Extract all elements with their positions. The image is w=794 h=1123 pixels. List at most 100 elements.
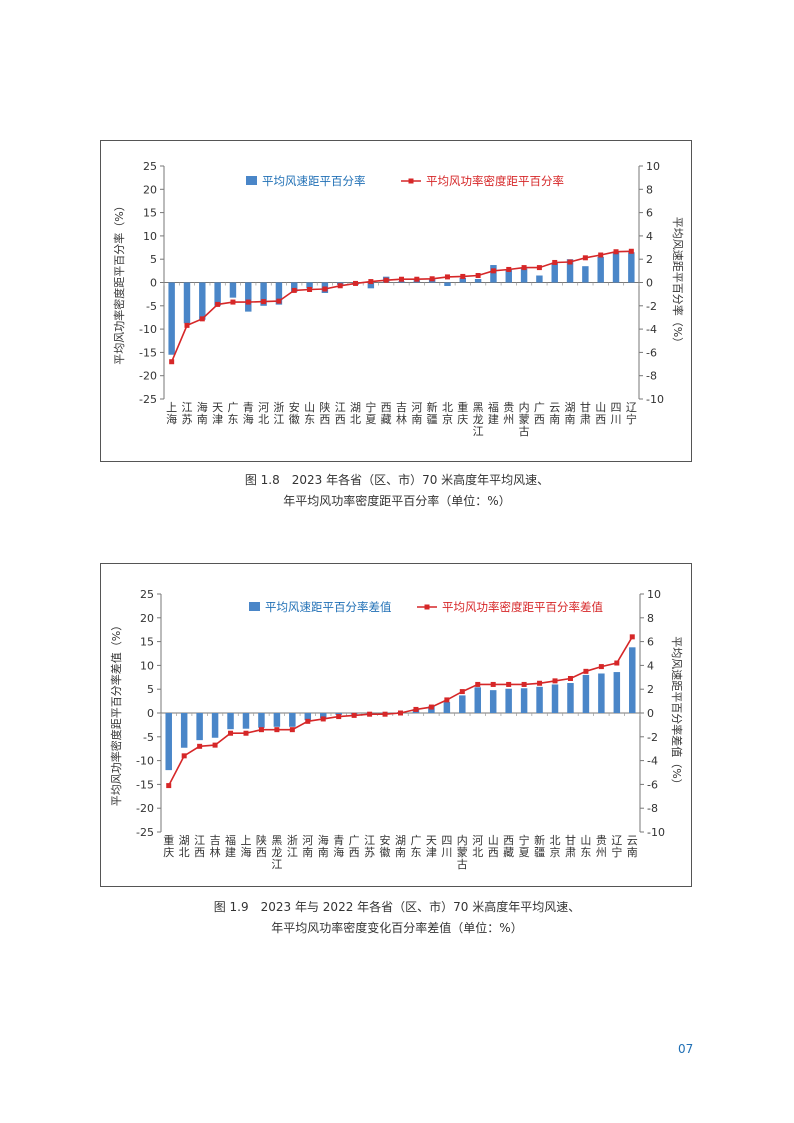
chart-1-category-label: 四川 xyxy=(611,401,622,426)
chart-1-bar xyxy=(582,266,589,283)
chart-2-category-label: 山东 xyxy=(580,834,591,859)
chart-1-line-point xyxy=(536,265,542,271)
chart-1-right-tick-label: -8 xyxy=(646,370,657,383)
chart-2-line-point xyxy=(289,727,295,733)
chart-2-bar xyxy=(428,706,435,713)
chart-1-line-point xyxy=(245,299,251,305)
chart-2-left-axis-title: 平均风功率密度距平百分率差值（%） xyxy=(109,620,123,806)
chart-2-bar xyxy=(289,713,296,727)
chart-1-line-point xyxy=(444,274,450,280)
chart-1-bar xyxy=(398,281,405,283)
chart-1-line-point xyxy=(521,265,527,271)
chart-1-line-point xyxy=(399,276,404,282)
chart-1-bar xyxy=(229,282,237,298)
chart-2-category-label: 甘肃 xyxy=(565,834,576,859)
chart-2-right-tick-label: 4 xyxy=(647,659,654,672)
chart-2-category-label: 贵州 xyxy=(596,834,607,859)
chart-2-left-tick-label: -20 xyxy=(136,802,154,815)
chart-1-line-point xyxy=(215,301,221,307)
chart-2-category-label: 海南 xyxy=(318,833,329,859)
chart-1-category-label: 陕西 xyxy=(319,400,330,426)
chart-1-line-point xyxy=(368,279,374,285)
chart-1-bar xyxy=(168,282,175,355)
chart-2-left-tick-label: -25 xyxy=(136,826,154,839)
chart-1-bar xyxy=(367,282,375,289)
chart-2-left-tick-label: 15 xyxy=(140,636,154,649)
chart-2-right-tick-label: -4 xyxy=(647,755,658,768)
chart-1-svg: -25-20-15-10-50510152025-10-8-6-4-202468… xyxy=(112,160,685,438)
chart-2-line-point xyxy=(336,714,342,720)
chart-2-line-point xyxy=(212,742,218,748)
chart-1-bar xyxy=(536,275,543,283)
chart-2-bar xyxy=(551,684,559,713)
chart-2-bar xyxy=(335,713,342,715)
chart-1-legend-line-label: 平均风功率密度距平百分率 xyxy=(426,174,564,188)
chart-1-category-label: 福建 xyxy=(488,400,499,426)
chart-2-category-label: 云南 xyxy=(627,834,638,859)
chart-1-line-point xyxy=(414,276,420,282)
chart-1-right-tick-label: 10 xyxy=(646,160,660,173)
chart-1-left-tick-label: -10 xyxy=(139,323,157,336)
chart-2-legend-bar-label: 平均风速距平百分率差值 xyxy=(265,600,392,614)
chart-1-bar xyxy=(628,252,635,283)
chart-1-category-label: 广东 xyxy=(227,401,238,426)
chart-2-category-label: 江苏 xyxy=(364,834,375,859)
chart-2-bar xyxy=(582,674,590,713)
chart-2-left-tick-label: -10 xyxy=(136,755,154,768)
chart-2-right-tick-label: 8 xyxy=(647,612,654,625)
chart-2-line-point xyxy=(552,678,558,684)
chart-2-category-label: 重庆 xyxy=(163,833,174,859)
chart-1-category-label: 山东 xyxy=(304,401,315,426)
chart-1-left-axis-title: 平均风功率密度距平百分率（%） xyxy=(112,200,126,364)
chart-1-bar xyxy=(260,282,267,306)
chart-2-bar xyxy=(613,672,621,713)
chart-1-category-label: 广西 xyxy=(534,401,545,426)
chart-1-frame: -25 -20 -15 -10 -5 0 5 10 15 20 25 -10 -8 -6 -4 -2 0 2 4 6 8… xyxy=(100,140,692,462)
chart-1-category-label: 辽宁 xyxy=(626,401,637,426)
chart-1-right-tick-label: 8 xyxy=(646,183,653,196)
chart-1-line-point xyxy=(506,266,512,272)
chart-2-right-tick-label: -10 xyxy=(647,826,665,839)
chart-1-category-label: 吉林 xyxy=(396,401,407,426)
chart-2-category-label: 湖北 xyxy=(179,834,190,859)
chart-2-caption-line-1: 图 1.9 2023 年与 2022 年各省（区、市）70 米高度年平均风速、 xyxy=(213,900,581,914)
chart-1-bar xyxy=(306,282,313,289)
chart-2-category-label: 四川 xyxy=(441,834,452,859)
chart-2-category-label: 辽宁 xyxy=(611,834,622,859)
chart-2-legend-line-label: 平均风功率密度距平百分率差值 xyxy=(442,600,603,614)
chart-2-category-label: 新疆 xyxy=(534,833,545,859)
chart-1-bar xyxy=(291,282,298,292)
chart-2-caption-line-2: 年平均风功率密度变化百分率差值（单位：%） xyxy=(271,921,523,935)
chart-2-category-label: 宁夏 xyxy=(519,833,530,859)
chart-1-line-point xyxy=(261,299,267,305)
chart-2-bar xyxy=(459,695,466,713)
chart-2-category-label: 天津 xyxy=(426,834,437,859)
chart-1-category-label: 湖南 xyxy=(565,401,576,426)
chart-1-legend-bar-swatch xyxy=(246,176,257,185)
chart-1-category-label: 宁夏 xyxy=(365,400,376,426)
chart-2-frame: -25 -20 -15 -10 -5 0 5 10 15 20 25 -10 -8 -6 -4 -2 0 2 4 6 8… xyxy=(100,563,692,887)
chart-2-line-point xyxy=(413,706,419,712)
chart-1-category-label: 河北 xyxy=(258,401,269,426)
chart-2-line-point xyxy=(459,689,465,695)
chart-2-bar xyxy=(242,713,250,729)
chart-2-bar xyxy=(304,713,312,721)
chart-2-category-label: 河南 xyxy=(302,834,313,859)
chart-2-right-tick-label: -2 xyxy=(647,731,658,744)
chart-1-left-tick-label: 20 xyxy=(143,183,157,196)
chart-2-line-point xyxy=(398,710,403,716)
chart-1-category-label: 重庆 xyxy=(457,400,468,426)
chart-1-line-point xyxy=(613,249,619,255)
chart-2-left-tick-label: -15 xyxy=(136,778,154,791)
chart-1-left-tick-label: 10 xyxy=(143,230,157,243)
chart-2-line-point xyxy=(444,697,450,703)
chart-1-series-line xyxy=(170,250,632,363)
chart-2-category-label: 内蒙古 xyxy=(457,833,468,871)
chart-2-category-label: 浙江 xyxy=(287,834,298,859)
chart-2-line-point xyxy=(475,681,481,687)
chart-1-line-point xyxy=(598,252,604,258)
chart-2-line-point xyxy=(228,730,234,736)
chart-1-category-label: 北京 xyxy=(442,401,453,426)
chart-1-caption-line-1: 图 1.8 2023 年各省（区、市）70 米高度年平均风速、 xyxy=(244,473,550,487)
chart-2-bar xyxy=(536,686,543,713)
